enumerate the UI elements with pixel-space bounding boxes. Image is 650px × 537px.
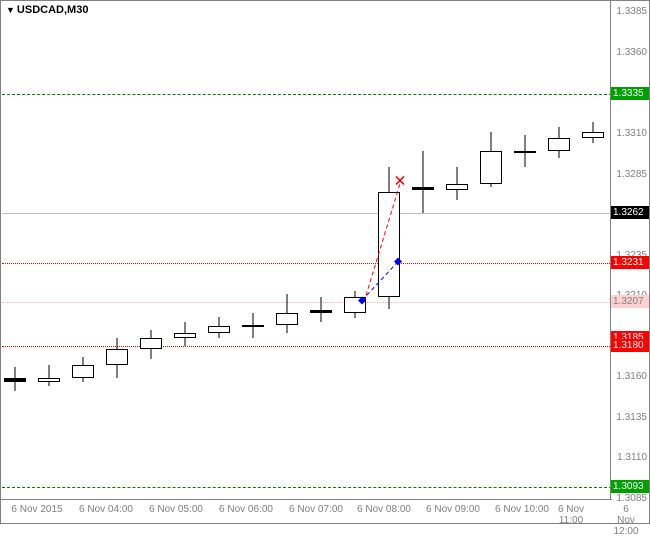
y-tick-label: 1.3285 (611, 169, 647, 180)
x-axis: 6 Nov 2015 6 Nov 04:00 6 Nov 05:00 6 Nov 06… (1, 499, 612, 523)
candle (4, 2, 26, 500)
x-tick-label: 6 Nov 12:00 (613, 504, 638, 537)
candle-body (106, 349, 128, 365)
y-tick-label: 1.3110 (611, 452, 647, 463)
chart-title: ▼USDCAD,M30 (6, 4, 88, 16)
candle-wick (49, 365, 50, 386)
candle (412, 2, 434, 500)
candle (378, 2, 400, 500)
candle-body (344, 297, 366, 313)
x-tick-label: 6 Nov 11:00 (551, 504, 592, 526)
price-label: 1.3180 (611, 339, 649, 352)
candle-body (582, 132, 604, 138)
candle (106, 2, 128, 500)
candle (446, 2, 468, 500)
price-label: 1.3093 (611, 480, 649, 493)
y-tick-label: 1.3085 (611, 493, 647, 504)
candle (72, 2, 94, 500)
title-arrow-icon: ▼ (6, 5, 15, 15)
price-label: 1.3335 (611, 87, 649, 100)
candle-body (140, 338, 162, 349)
candle-body (548, 138, 570, 151)
x-tick-label: 6 Nov 07:00 (289, 504, 343, 515)
price-label: 1.3231 (611, 256, 649, 269)
candle-body (514, 151, 536, 153)
x-tick-label: 6 Nov 09:00 (426, 504, 480, 515)
y-tick-label: 1.3360 (611, 47, 647, 58)
plot-area[interactable]: ▼USDCAD,M30 (2, 2, 612, 500)
y-tick-label: 1.3310 (611, 128, 647, 139)
candle-body (378, 192, 400, 297)
candle (140, 2, 162, 500)
x-tick-label: 6 Nov 2015 (11, 504, 62, 515)
candle-body (310, 310, 332, 313)
price-label: 1.3262 (611, 206, 649, 219)
candle (242, 2, 264, 500)
candle (344, 2, 366, 500)
candle (38, 2, 60, 500)
candle-body (276, 313, 298, 324)
candle (480, 2, 502, 500)
x-tick-label: 6 Nov 08:00 (357, 504, 411, 515)
x-tick-label: 6 Nov 05:00 (149, 504, 203, 515)
candle (310, 2, 332, 500)
x-tick-label: 6 Nov 04:00 (79, 504, 133, 515)
candle-body (412, 187, 434, 190)
price-label: 1.3207 (611, 295, 649, 308)
candle-wick (423, 151, 424, 213)
candle-body (242, 325, 264, 327)
candle (582, 2, 604, 500)
candle (276, 2, 298, 500)
candle-body (38, 378, 60, 381)
y-tick-label: 1.3385 (611, 6, 647, 17)
candle (208, 2, 230, 500)
candle-body (446, 184, 468, 190)
y-tick-label: 1.3135 (611, 412, 647, 423)
title-text: USDCAD,M30 (17, 4, 89, 16)
candle (174, 2, 196, 500)
candle (514, 2, 536, 500)
candle-body (480, 151, 502, 183)
candle-body (72, 365, 94, 378)
candle-body (4, 378, 26, 381)
y-tick-label: 1.3160 (611, 371, 647, 382)
candle (548, 2, 570, 500)
y-axis: 1.30851.31101.31351.31601.31851.32101.32… (610, 1, 649, 500)
candle-body (208, 326, 230, 332)
candle-body (174, 333, 196, 338)
chart-container: ▼USDCAD,M30 1.3085 1.3110 1.3135 1.3160 1.31… (0, 0, 650, 524)
x-tick-label: 6 Nov 06:00 (219, 504, 273, 515)
x-tick-label: 6 Nov 10:00 (495, 504, 549, 515)
